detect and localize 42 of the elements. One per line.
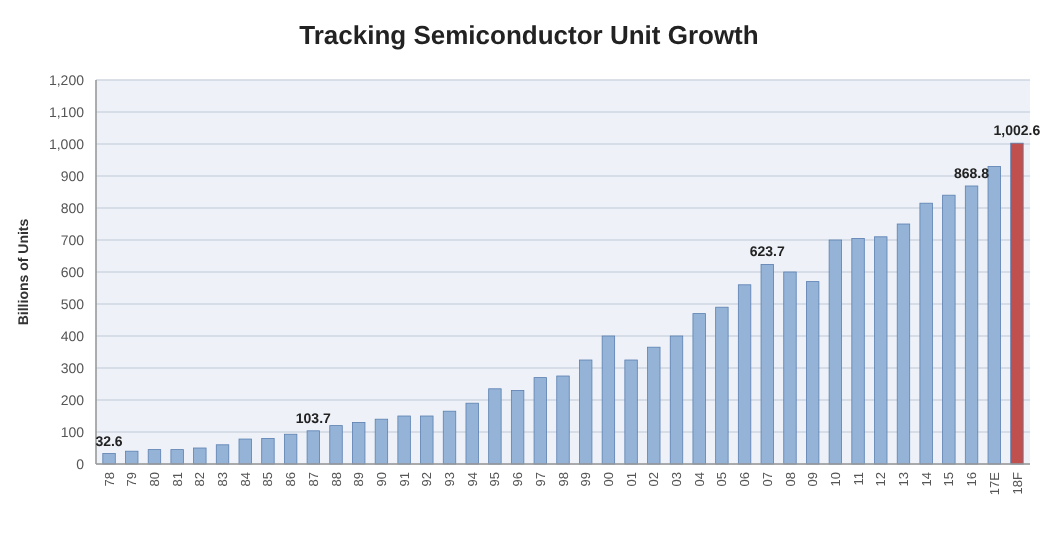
bar xyxy=(579,359,593,465)
bar xyxy=(420,415,434,465)
bar xyxy=(193,447,207,465)
bar xyxy=(510,390,525,465)
bar xyxy=(601,335,616,465)
bar xyxy=(102,453,116,465)
bar xyxy=(851,238,865,465)
bar xyxy=(556,375,570,465)
bar xyxy=(1010,142,1024,465)
bar xyxy=(533,377,547,465)
bar xyxy=(760,264,774,465)
bar xyxy=(692,313,706,465)
bar xyxy=(261,438,275,465)
bar xyxy=(647,346,661,465)
bar xyxy=(669,335,684,465)
bar xyxy=(283,433,298,465)
bar xyxy=(374,418,389,465)
bar xyxy=(465,402,479,465)
bar xyxy=(125,450,139,465)
bar xyxy=(919,202,933,465)
bar xyxy=(442,410,457,465)
bar xyxy=(783,271,797,465)
bar xyxy=(874,236,888,465)
bar xyxy=(806,281,820,465)
bar xyxy=(896,223,911,465)
bar xyxy=(170,449,184,465)
bar xyxy=(238,438,252,465)
chart-title: Tracking Semiconductor Unit Growth xyxy=(299,20,759,50)
bar xyxy=(352,422,366,465)
bar xyxy=(737,284,752,465)
bar xyxy=(828,239,843,465)
bar xyxy=(964,185,979,465)
bar xyxy=(624,359,638,465)
bar xyxy=(329,425,343,465)
bar xyxy=(942,194,956,465)
bar xyxy=(147,449,162,465)
bar xyxy=(987,166,1001,465)
bar xyxy=(306,430,320,465)
bar xyxy=(715,306,729,465)
bar xyxy=(215,444,230,465)
bar xyxy=(397,415,411,465)
bar xyxy=(488,388,502,465)
